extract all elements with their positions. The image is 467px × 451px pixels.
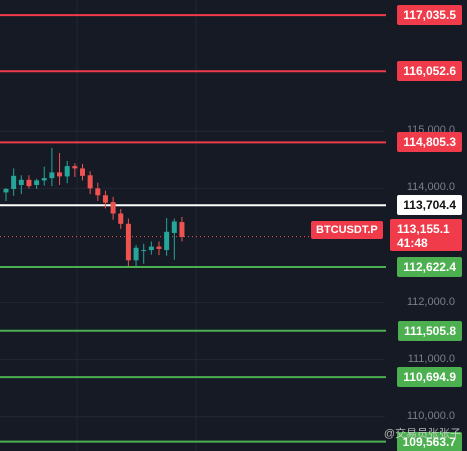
level-price-tag-support: 109,563.7 — [396, 431, 462, 451]
candle-body-down — [57, 172, 63, 177]
current-price-value: 113,155.1 — [397, 222, 450, 236]
level-price-tag-support: 111,505.8 — [397, 320, 462, 341]
level-price-tag-support: 110,694.9 — [397, 367, 462, 388]
countdown-timer: 41:48 — [397, 236, 428, 250]
axis-price-label: 111,000.0 — [407, 352, 455, 365]
level-price-tag-support: 112,622.4 — [397, 257, 462, 278]
symbol-tag: BTCUSDT.P — [311, 221, 383, 239]
watermark: @交易员张张子 — [383, 428, 461, 440]
candle-body-down — [26, 179, 32, 187]
candle-body-up — [164, 231, 170, 251]
current-price-tag: 113,155.1 41:48 — [390, 219, 462, 251]
level-price-tag-resistance: 114,805.3 — [397, 132, 462, 153]
candle-body-up — [148, 246, 154, 251]
candle-body-down — [156, 246, 162, 249]
candle-body-down — [87, 175, 93, 189]
candle-body-down — [125, 223, 131, 261]
candle-body-up — [18, 179, 24, 185]
candle-body-up — [41, 178, 47, 181]
level-price-tag-resistance: 116,052.6 — [397, 61, 462, 82]
candle-body-up — [3, 188, 9, 193]
level-price-tag-current: 113,704.4 — [397, 195, 462, 216]
candle-body-up — [141, 250, 147, 252]
candle-body-up — [64, 166, 70, 177]
candle-body-down — [179, 222, 185, 237]
axis-price-label: 114,000.0 — [406, 181, 455, 194]
candle-body-down — [110, 202, 116, 214]
candle-body-up — [11, 175, 17, 189]
candle-body-up — [133, 247, 139, 261]
level-price-tag-resistance: 117,035.5 — [397, 5, 462, 26]
candle-body-down — [80, 168, 85, 176]
axis-price-label: 112,000.0 — [406, 295, 455, 308]
candle-body-down — [72, 166, 78, 169]
candle-body-down — [95, 188, 101, 196]
candle-body-down — [102, 195, 108, 203]
candle-body-up — [34, 180, 40, 185]
candle-body-up — [49, 172, 55, 179]
candle-body-down — [118, 213, 124, 224]
candle-body-up — [171, 221, 177, 233]
axis-price-label: 110,000.0 — [406, 409, 455, 422]
